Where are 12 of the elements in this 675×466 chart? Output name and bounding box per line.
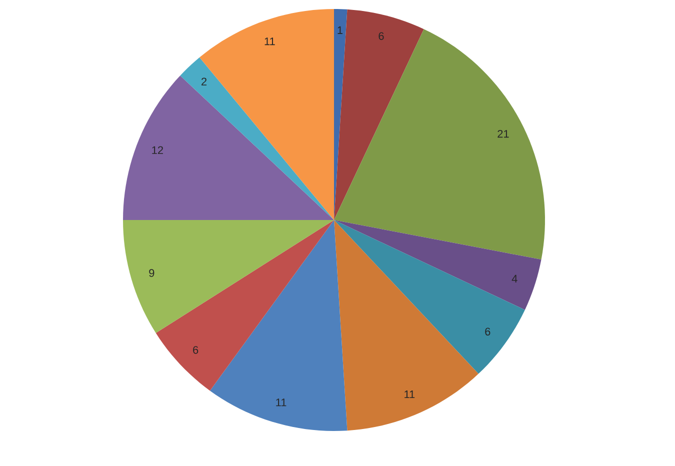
data-label: 11: [404, 390, 415, 398]
data-label: 12: [152, 146, 163, 154]
data-label: 2: [202, 78, 207, 86]
data-label: 21: [498, 130, 509, 138]
data-label: 6: [193, 346, 198, 354]
data-label: 11: [264, 38, 275, 46]
data-label: 1: [338, 26, 342, 34]
data-label: 6: [378, 32, 384, 40]
data-label: 4: [512, 274, 518, 282]
data-label: 6: [485, 328, 490, 336]
data-label: 9: [149, 269, 154, 277]
data-label: 11: [276, 398, 286, 406]
